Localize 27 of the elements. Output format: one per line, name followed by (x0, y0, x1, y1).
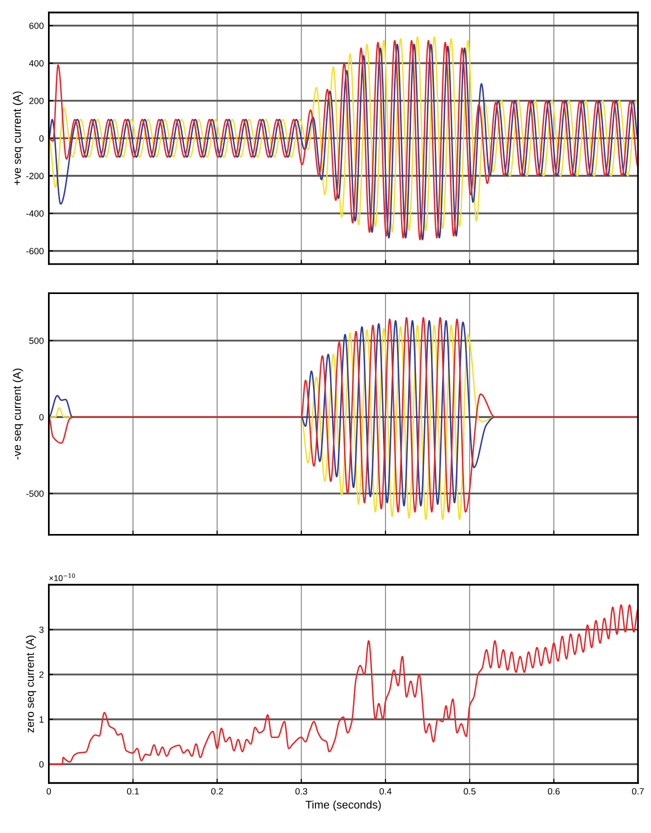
x-tick-label: 0.7 (632, 788, 644, 795)
x-tick-label: 0.2 (211, 788, 223, 795)
y-tick-label: -400 (26, 210, 44, 217)
y-tick-label: 500 (29, 338, 44, 344)
y-tick-label: 3 (39, 626, 44, 633)
text: ×10$^{−10}$ (49, 573, 75, 582)
x-tick-label: 0 (46, 788, 51, 795)
y-axis-title: +ve seq current (A) (12, 92, 24, 186)
y-tick-label: 600 (29, 22, 44, 29)
y-tick-label: 400 (29, 60, 44, 67)
y-tick-label: -200 (26, 172, 44, 180)
x-tick-label: 0.5 (464, 788, 476, 795)
y-tick-label: -600 (26, 248, 44, 254)
y-axis-title: -ve seq current (A) (12, 368, 24, 460)
y-tick-label: 200 (29, 98, 44, 104)
y-tick-label: 0 (39, 135, 44, 142)
y-tick-label: 0 (39, 761, 44, 768)
x-tick-label: 0.1 (127, 788, 139, 795)
y-tick-label: -500 (26, 490, 44, 497)
x-tick-label: 0.6 (548, 788, 560, 795)
x-tick-label: 0.3 (295, 788, 308, 795)
y-tick-label: 2 (39, 671, 44, 678)
y-tick-label: 0 (39, 414, 44, 420)
x-tick-label: 0.4 (380, 788, 392, 795)
y-tick-label: 1 (40, 716, 44, 723)
x-axis-title: Time (seconds) (306, 800, 381, 811)
y-axis-title: zero seq current (A) (26, 635, 36, 733)
